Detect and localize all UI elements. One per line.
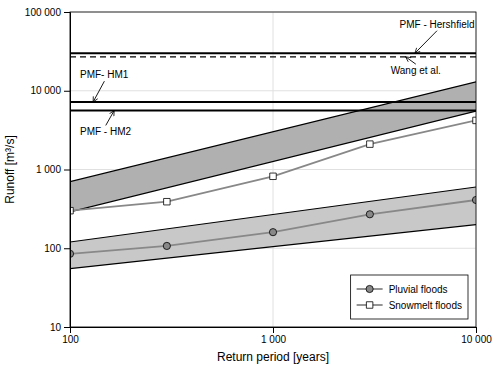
- plot-frame: [70, 12, 476, 327]
- annotation-text: Wang et al.: [391, 65, 441, 76]
- band: [70, 82, 476, 212]
- y-tick: 10: [50, 322, 70, 333]
- series-point: [269, 229, 276, 236]
- x-axis-line: [71, 328, 477, 334]
- band-edge: [70, 225, 476, 269]
- y-tick-mark: [64, 327, 70, 328]
- legend-box: [351, 275, 468, 319]
- y-tick-mark: [64, 12, 70, 13]
- legend-marker: [366, 285, 373, 292]
- plot: 1001 00010 000101001 00010 000100 000PMF…: [25, 7, 492, 345]
- legend-label: Snowmelt floods: [389, 300, 462, 311]
- y-tick-mark: [64, 248, 70, 249]
- y-tick: 100 000: [25, 7, 70, 18]
- chart: 1001 00010 000101001 00010 000100 000PMF…: [0, 0, 500, 369]
- series-point: [366, 211, 373, 218]
- x-tick-mark: [273, 327, 274, 333]
- annotation-arrow: [106, 111, 114, 126]
- marks: [70, 53, 476, 269]
- series-point: [367, 141, 373, 147]
- annotation-arrow: [406, 57, 416, 64]
- legend: Pluvial floods Snowmelt floods: [351, 275, 468, 319]
- grid-line-y: [70, 90, 476, 91]
- annotations: PMF - Hershfield Wang et al. PMF- HM1 PMF -…: [80, 19, 475, 138]
- y-tick-label: 10 000: [30, 85, 61, 96]
- legend-item: Pluvial floods: [357, 284, 448, 295]
- legend-marker: [366, 302, 372, 308]
- series-point: [164, 198, 170, 204]
- grid: [70, 12, 476, 327]
- x-tick: 1 000: [261, 327, 286, 345]
- x-tick: 10 000: [461, 327, 492, 345]
- y-tick-label: 1 000: [36, 164, 61, 175]
- band-edge: [70, 82, 476, 182]
- x-tick: 100: [62, 327, 79, 345]
- series-point: [163, 242, 170, 249]
- reference-line: [70, 101, 476, 103]
- annotation-text: PMF - HM2: [80, 126, 132, 137]
- series-point: [473, 117, 476, 123]
- legend-label: Pluvial floods: [389, 284, 448, 295]
- y-tick-label: 10: [50, 322, 62, 333]
- annotation-text: PMF- HM1: [80, 69, 129, 80]
- x-tick-mark: [476, 327, 477, 333]
- y-axis: 10 100 1 000 10 000 100 000: [25, 7, 71, 333]
- y-tick: 1 000: [36, 164, 70, 175]
- y-tick-mark: [64, 170, 70, 171]
- annotation-text: PMF - Hershfield: [400, 19, 475, 30]
- y-tick: 10 000: [30, 85, 70, 96]
- y-tick-label: 100 000: [25, 7, 62, 18]
- series-line: [70, 120, 476, 210]
- series-point: [270, 173, 276, 179]
- annotation-arrow: [415, 31, 437, 53]
- reference-line: [70, 56, 476, 57]
- x-axis: 100 1 000 10 000: [62, 327, 492, 345]
- series-line: [70, 200, 476, 254]
- x-axis-label: Return period [years]: [217, 350, 329, 364]
- legend-item: Snowmelt floods: [357, 300, 462, 311]
- y-tick: 100: [44, 243, 70, 254]
- y-axis-label: Runoff [m³/s]: [3, 135, 17, 203]
- annotation-arrow: [93, 81, 104, 102]
- band: [70, 187, 476, 269]
- series-point: [472, 196, 476, 203]
- x-tick-label: 10 000: [461, 334, 492, 345]
- reference-line: [70, 110, 476, 112]
- band-edge: [70, 187, 476, 242]
- y-axis-line: [64, 13, 71, 328]
- y-tick-mark: [64, 91, 70, 92]
- x-tick-label: 100: [62, 334, 79, 345]
- x-tick-label: 1 000: [261, 334, 286, 345]
- y-tick-label: 100: [44, 243, 61, 254]
